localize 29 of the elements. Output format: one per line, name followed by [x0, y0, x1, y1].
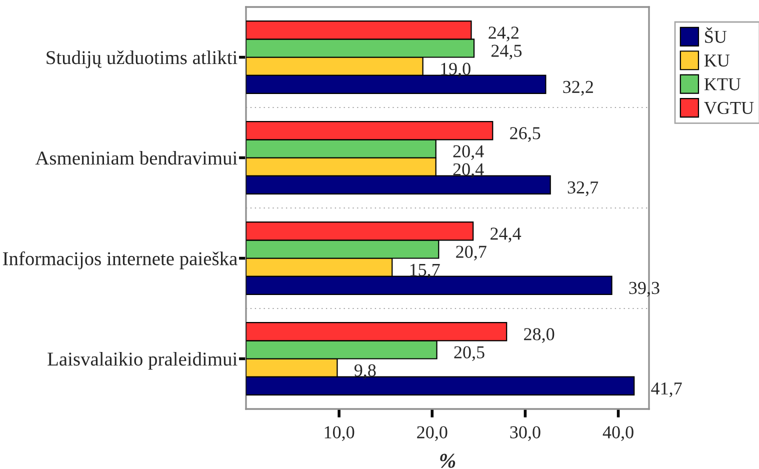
- data-label: 20,4: [453, 145, 484, 160]
- x-axis-title: %: [440, 454, 456, 468]
- legend-label: ŠU: [705, 27, 727, 43]
- data-label: 32,2: [563, 80, 593, 96]
- data-label: 15,7: [410, 264, 440, 279]
- data-label: 28,0: [524, 328, 554, 343]
- data-label: 24,2: [488, 26, 518, 42]
- y-tick-label: Studijų užduotims atlikti: [46, 50, 238, 68]
- data-label: 26,5: [510, 127, 540, 142]
- x-tick-label: 40,0: [602, 426, 634, 441]
- data-label: 20,4: [453, 163, 484, 178]
- x-tick-label: 30,0: [510, 426, 540, 441]
- x-tick-label: 20,0: [417, 426, 448, 441]
- legend-label: KU: [704, 54, 730, 67]
- data-label: 20,5: [454, 346, 484, 361]
- legend-label: VGTU: [704, 102, 754, 114]
- y-tick-label: Asmeniniam bendravimui: [35, 151, 238, 165]
- data-label: 24,5: [491, 44, 522, 60]
- y-tick-label: Laisvalaikio praleidimui: [48, 352, 238, 370]
- x-tick-label: 10,0: [324, 426, 354, 441]
- data-label: 39,3: [629, 282, 660, 297]
- data-label: 41,7: [651, 382, 682, 398]
- data-label: 32,7: [568, 181, 598, 196]
- data-label: 19,0: [441, 62, 470, 78]
- data-label: 24,4: [490, 228, 522, 242]
- data-label: 20,7: [456, 246, 486, 260]
- data-label: 9,8: [354, 364, 376, 380]
- legend-label: KTU: [704, 78, 741, 90]
- y-tick-label: Informacijos internete paieška: [2, 251, 238, 270]
